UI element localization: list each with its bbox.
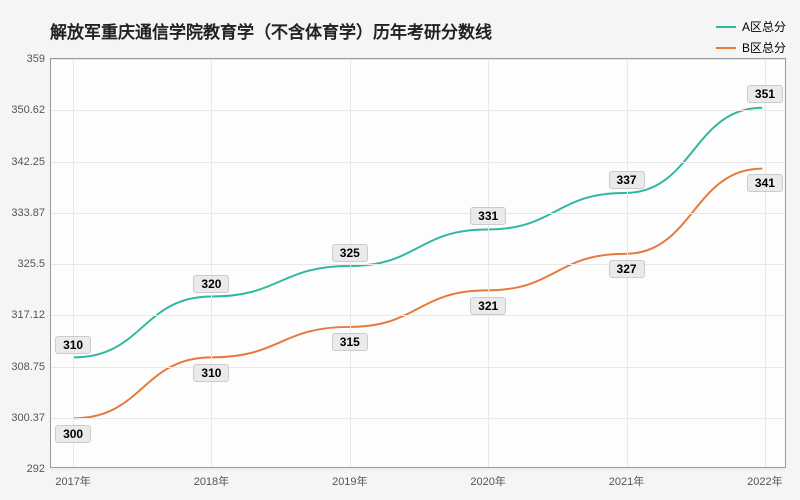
x-axis-label: 2020年 (470, 467, 505, 489)
y-axis-label: 359 (27, 53, 51, 65)
grid-line-h (51, 367, 785, 368)
legend-item-a: A区总分 (716, 18, 786, 35)
data-label: 320 (193, 275, 229, 293)
data-label: 351 (747, 85, 783, 103)
data-label: 325 (332, 244, 368, 262)
chart-container: 解放军重庆通信学院教育学（不含体育学）历年考研分数线 A区总分 B区总分 292… (0, 0, 800, 500)
x-axis-label: 2019年 (332, 467, 367, 489)
data-label: 337 (609, 171, 645, 189)
grid-line-h (51, 213, 785, 214)
line-svg (51, 59, 785, 467)
y-axis-label: 317.12 (11, 309, 51, 321)
grid-line-h (51, 315, 785, 316)
grid-line-h (51, 469, 785, 470)
grid-line-v (73, 59, 74, 467)
series-line (74, 169, 762, 419)
grid-line-h (51, 418, 785, 419)
y-axis-label: 325.5 (17, 258, 51, 270)
data-label: 315 (332, 333, 368, 351)
x-axis-label: 2022年 (747, 467, 782, 489)
y-axis-label: 292 (27, 463, 51, 475)
x-axis-label: 2018年 (194, 467, 229, 489)
y-axis-label: 333.87 (11, 207, 51, 219)
data-label: 300 (55, 425, 91, 443)
legend-label-a: A区总分 (742, 18, 786, 35)
data-label: 310 (55, 336, 91, 354)
data-label: 331 (470, 207, 506, 225)
data-label: 327 (609, 260, 645, 278)
grid-line-h (51, 162, 785, 163)
y-axis-label: 350.62 (11, 104, 51, 116)
grid-line-h (51, 59, 785, 60)
legend-item-b: B区总分 (716, 39, 786, 56)
grid-line-v (488, 59, 489, 467)
data-label: 341 (747, 174, 783, 192)
legend-label-b: B区总分 (742, 39, 786, 56)
y-axis-label: 300.37 (11, 412, 51, 424)
grid-line-v (350, 59, 351, 467)
legend-swatch-b (716, 47, 736, 49)
legend: A区总分 B区总分 (716, 18, 786, 60)
series-line (74, 108, 762, 358)
grid-line-v (211, 59, 212, 467)
grid-line-v (765, 59, 766, 467)
plot-area: 292300.37308.75317.12325.5333.87342.2535… (50, 58, 786, 468)
legend-swatch-a (716, 26, 736, 28)
x-axis-label: 2021年 (609, 467, 644, 489)
y-axis-label: 308.75 (11, 361, 51, 373)
x-axis-label: 2017年 (55, 467, 90, 489)
grid-line-h (51, 264, 785, 265)
data-label: 310 (193, 364, 229, 382)
chart-title: 解放军重庆通信学院教育学（不含体育学）历年考研分数线 (50, 18, 492, 43)
y-axis-label: 342.25 (11, 156, 51, 168)
grid-line-h (51, 110, 785, 111)
data-label: 321 (470, 297, 506, 315)
